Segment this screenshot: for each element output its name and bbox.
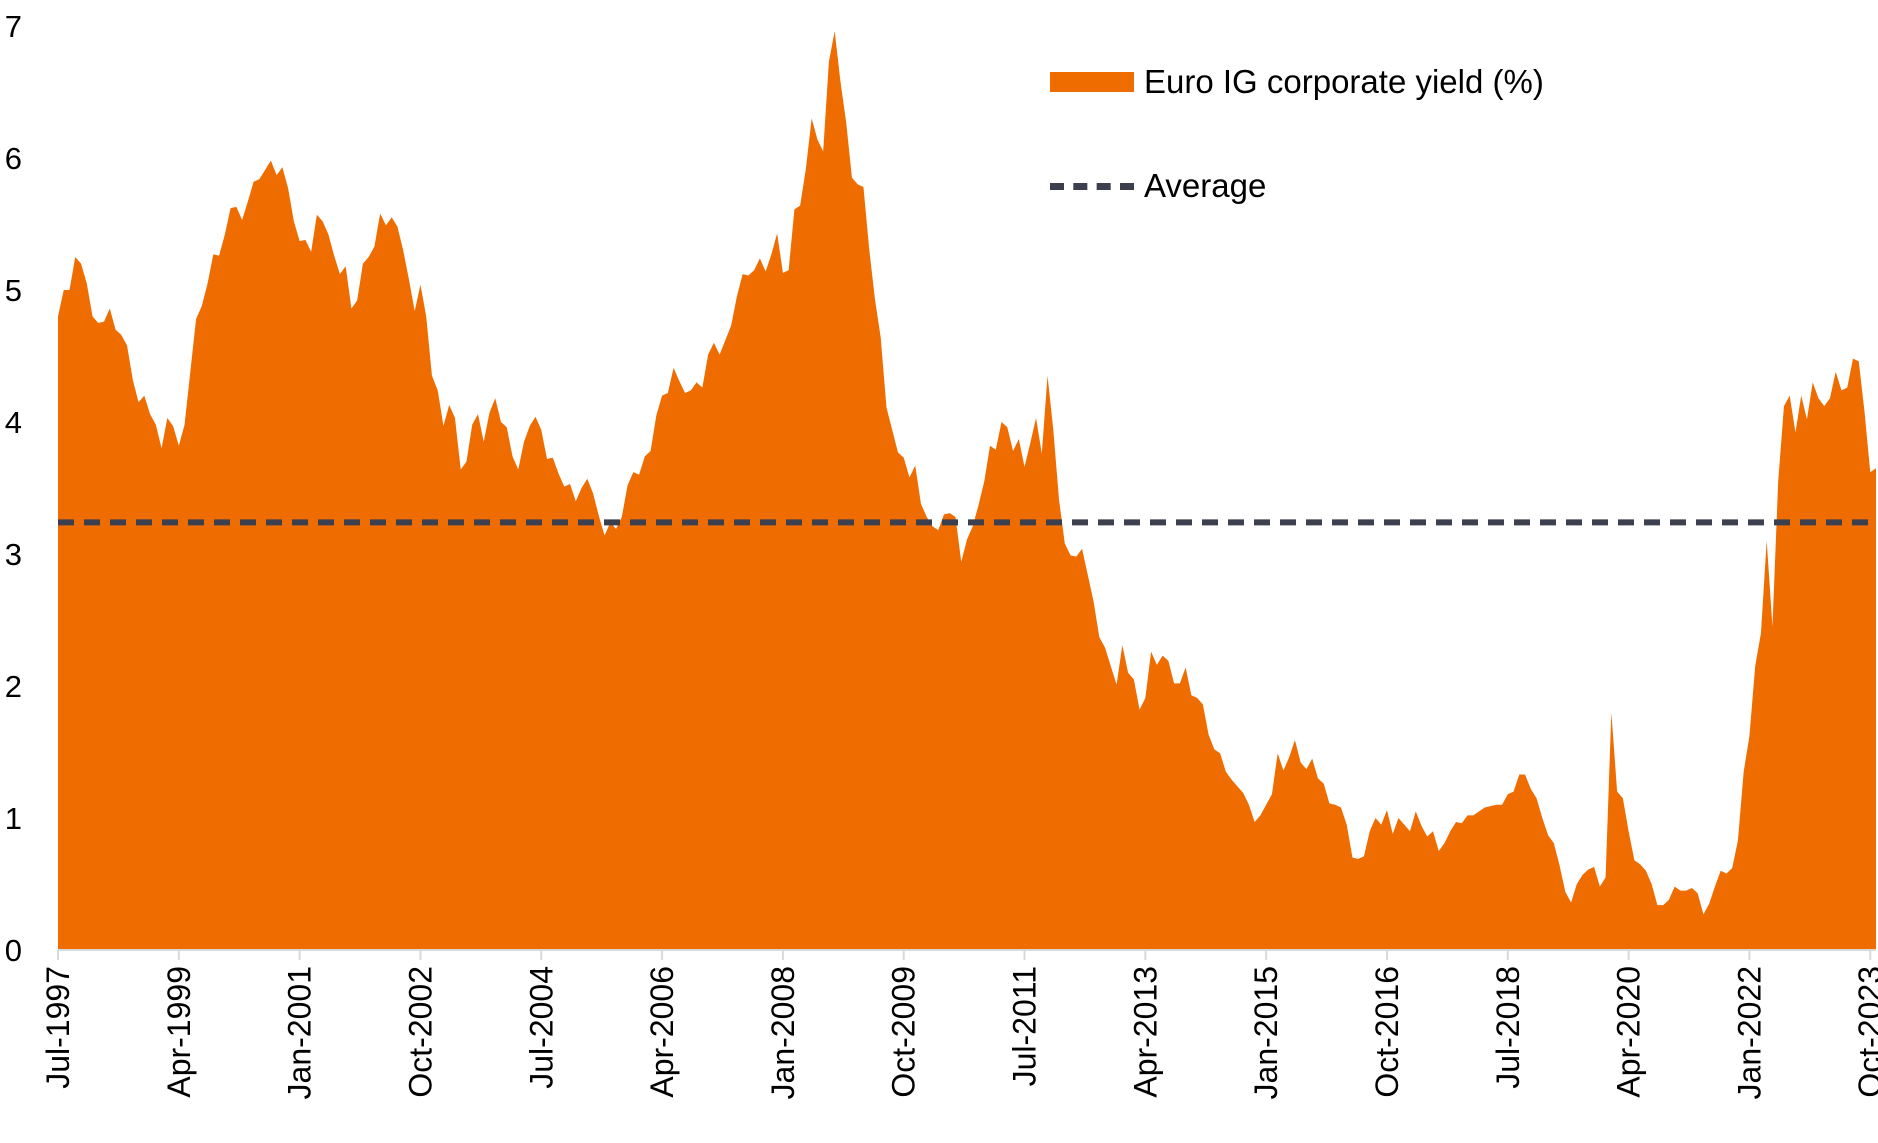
x-tick-label: Jan-2001 <box>282 966 318 1099</box>
legend: Euro IG corporate yield (%) Average <box>1050 56 1810 216</box>
x-tick-label: Jan-2022 <box>1731 966 1767 1099</box>
x-tick-label: Apr-2013 <box>1127 966 1163 1098</box>
legend-label-average: Average <box>1144 167 1267 204</box>
x-tick-label: Jan-2015 <box>1248 966 1284 1099</box>
x-tick-label: Apr-2020 <box>1611 966 1647 1098</box>
x-tick-label: Jul-2018 <box>1490 966 1526 1089</box>
legend-swatch-average <box>1050 182 1134 190</box>
x-tick-label: Jul-2011 <box>1007 966 1043 1086</box>
area-layer <box>58 31 1876 950</box>
y-tick-label: 0 <box>5 933 22 968</box>
y-tick-label: 2 <box>5 669 22 704</box>
y-tick-label: 6 <box>5 141 22 176</box>
y-axis-ticks: 0 1 2 3 4 5 6 7 <box>5 9 22 968</box>
legend-item-average: Average <box>1050 160 1266 212</box>
x-tick-label: Jul-2004 <box>523 966 559 1089</box>
x-tick-label: Jan-2008 <box>765 966 801 1099</box>
y-tick-label: 3 <box>5 537 22 572</box>
x-tick-label: Apr-1999 <box>161 966 197 1098</box>
legend-label-yield: Euro IG corporate yield (%) <box>1144 63 1544 100</box>
x-axis-ticks: Jul-1997 Apr-1999 Jan-2001 Oct-2002 Jul-2004… <box>40 950 1878 1099</box>
x-tick-label: Oct-2009 <box>886 966 922 1098</box>
yield-area <box>58 31 1876 950</box>
y-tick-label: 1 <box>5 801 22 836</box>
y-tick-label: 4 <box>5 405 22 440</box>
x-tick-label: Oct-2002 <box>402 966 438 1098</box>
x-tick-label: Jul-1997 <box>40 966 76 1089</box>
legend-swatch-yield <box>1050 72 1134 92</box>
legend-item-yield: Euro IG corporate yield (%) <box>1050 56 1544 108</box>
x-tick-label: Apr-2006 <box>644 966 680 1098</box>
x-tick-label: Oct-2016 <box>1369 966 1405 1098</box>
x-tick-label: Oct-2023 <box>1852 966 1878 1098</box>
y-tick-label: 7 <box>5 9 22 44</box>
y-tick-label: 5 <box>5 273 22 308</box>
